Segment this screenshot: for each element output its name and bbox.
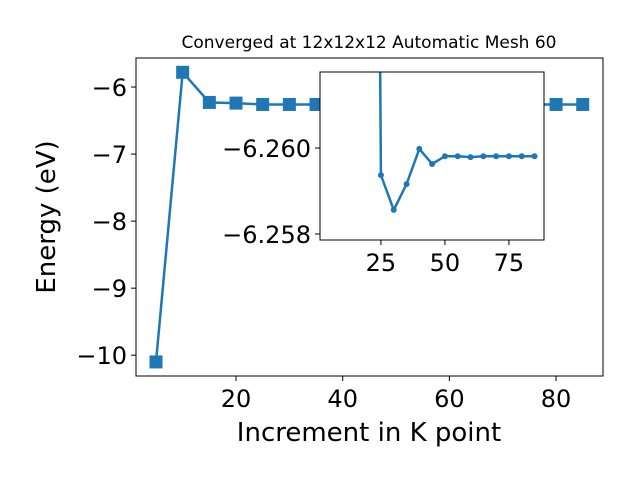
marker <box>441 153 448 160</box>
marker <box>467 154 474 161</box>
x-tick-label: 60 <box>434 385 465 413</box>
axes-frame <box>319 71 545 241</box>
marker <box>202 95 216 109</box>
y-tick-label: −6.258 <box>222 221 311 249</box>
marker <box>176 65 190 79</box>
marker <box>531 153 538 160</box>
x-tick-label: 50 <box>430 249 461 277</box>
marker <box>282 97 296 111</box>
y-axis-label: Energy (eV) <box>32 140 62 293</box>
marker <box>518 153 525 160</box>
marker <box>429 160 436 167</box>
marker <box>549 97 563 111</box>
y-tick-label: −8 <box>92 208 127 236</box>
x-tick-label: 75 <box>494 249 525 277</box>
y-tick-label: −7 <box>92 141 127 169</box>
x-tick-label: 80 <box>541 385 572 413</box>
axes-frame <box>135 57 604 377</box>
marker <box>480 153 487 160</box>
marker <box>576 97 590 111</box>
chart-title: Converged at 12x12x12 Automatic Mesh 60 <box>182 33 557 53</box>
marker <box>390 206 397 213</box>
y-tick-label: −9 <box>92 275 127 303</box>
plot-group <box>377 72 538 214</box>
y-tick-label: −6.260 <box>222 135 311 163</box>
marker <box>229 96 243 110</box>
marker <box>493 153 500 160</box>
marker <box>377 172 384 179</box>
marker <box>454 153 461 160</box>
marker <box>149 355 163 369</box>
x-tick-label: 40 <box>327 385 358 413</box>
x-tick-label: 20 <box>221 385 252 413</box>
y-tick-label: −10 <box>76 342 127 370</box>
marker <box>403 181 410 188</box>
marker <box>256 97 270 111</box>
y-tick-label: −6 <box>92 74 127 102</box>
x-tick-label: 25 <box>366 249 397 277</box>
x-axis-label: Increment in K point <box>237 418 501 448</box>
marker <box>416 145 423 152</box>
marker <box>309 97 323 111</box>
marker <box>505 153 512 160</box>
